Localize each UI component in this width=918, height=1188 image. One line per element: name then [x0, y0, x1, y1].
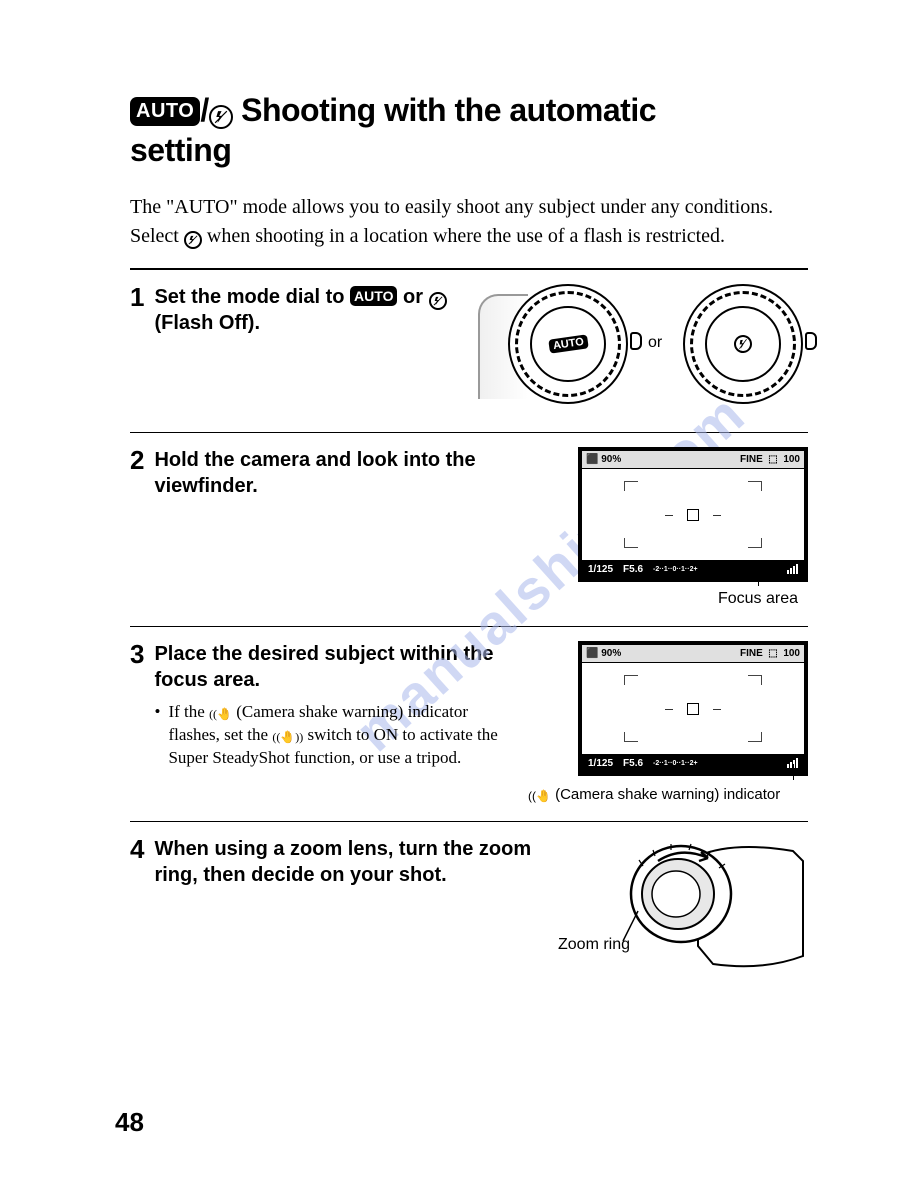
vf-aperture: F5.6	[623, 564, 643, 575]
vf-shutter: 1/125	[588, 564, 613, 575]
step-heading: Place the desired subject within the foc…	[154, 643, 493, 691]
vf-ev-scale: -2··1··0··1··2+	[653, 760, 698, 767]
vf-battery: ⬛ 90%	[586, 648, 621, 659]
flash-off-icon	[184, 231, 202, 249]
mode-dial-auto: AUTO	[508, 284, 628, 404]
step-number: 2	[130, 447, 144, 473]
step-bullet: If the ((🤚 (Camera shake warning) indica…	[168, 701, 514, 770]
viewfinder: ⬛ 90% FINE ⬚ 100 1/125 F5.6 -2··1··0··1·…	[578, 447, 808, 582]
step-heading: Set the mode dial to AUTO or (Flash Off)…	[154, 284, 494, 336]
step-2: 2 Hold the camera and look into the view…	[130, 433, 808, 626]
step-3-illustration: ⬛ 90% FINE ⬚ 100 1/125 F5.6 -2··1··0··1·…	[528, 641, 808, 803]
title-text-2: setting	[130, 130, 808, 170]
page-title: AUTO/ Shooting with the automatic	[130, 90, 808, 130]
vf-battery: ⬛ 90%	[586, 454, 621, 465]
steadyshot-icon: ((🤚))	[272, 729, 303, 745]
flash-off-icon	[429, 292, 447, 310]
vf-aperture: F5.6	[623, 758, 643, 769]
intro-line-2: Select when shooting in a location where…	[130, 223, 808, 250]
step-number: 3	[130, 641, 144, 667]
camera-shake-icon: ((🤚	[528, 789, 551, 803]
step-heading: When using a zoom lens, turn the zoom ri…	[154, 836, 549, 888]
step-4-illustration: Zoom ring	[563, 836, 808, 976]
page-title-block: AUTO/ Shooting with the automatic settin…	[130, 90, 808, 170]
camera-shake-icon: ((🤚	[209, 706, 232, 722]
mode-dial-flashoff	[683, 284, 803, 404]
step-4: 4 When using a zoom lens, turn the zoom …	[130, 822, 808, 994]
step-2-illustration: ⬛ 90% FINE ⬚ 100 1/125 F5.6 -2··1··0··1·…	[578, 447, 808, 608]
step-number: 1	[130, 284, 144, 310]
step-1: 1 Set the mode dial to AUTO or (Flash Of…	[130, 270, 808, 432]
flash-off-icon	[209, 105, 233, 129]
focus-area-label: Focus area	[578, 590, 808, 608]
zoom-ring-label: Zoom ring	[558, 936, 630, 954]
auto-badge: AUTO	[130, 97, 200, 126]
step-1-illustration: AUTO or	[508, 284, 808, 414]
auto-badge: AUTO	[350, 286, 397, 306]
intro-line-1: The "AUTO" mode allows you to easily sho…	[130, 194, 808, 221]
step-number: 4	[130, 836, 144, 862]
page-number: 48	[115, 1107, 144, 1138]
shake-indicator-label: ((🤚 (Camera shake warning) indicator	[528, 786, 808, 803]
title-text-1: Shooting with the automatic	[233, 92, 656, 128]
intro-paragraph: The "AUTO" mode allows you to easily sho…	[130, 194, 808, 250]
step-heading: Hold the camera and look into the viewfi…	[154, 447, 564, 499]
step-3: 3 Place the desired subject within the f…	[130, 627, 808, 821]
or-label: or	[648, 334, 662, 352]
vf-shutter: 1/125	[588, 758, 613, 769]
vf-ev-scale: -2··1··0··1··2+	[653, 566, 698, 573]
viewfinder: ⬛ 90% FINE ⬚ 100 1/125 F5.6 -2··1··0··1·…	[578, 641, 808, 776]
